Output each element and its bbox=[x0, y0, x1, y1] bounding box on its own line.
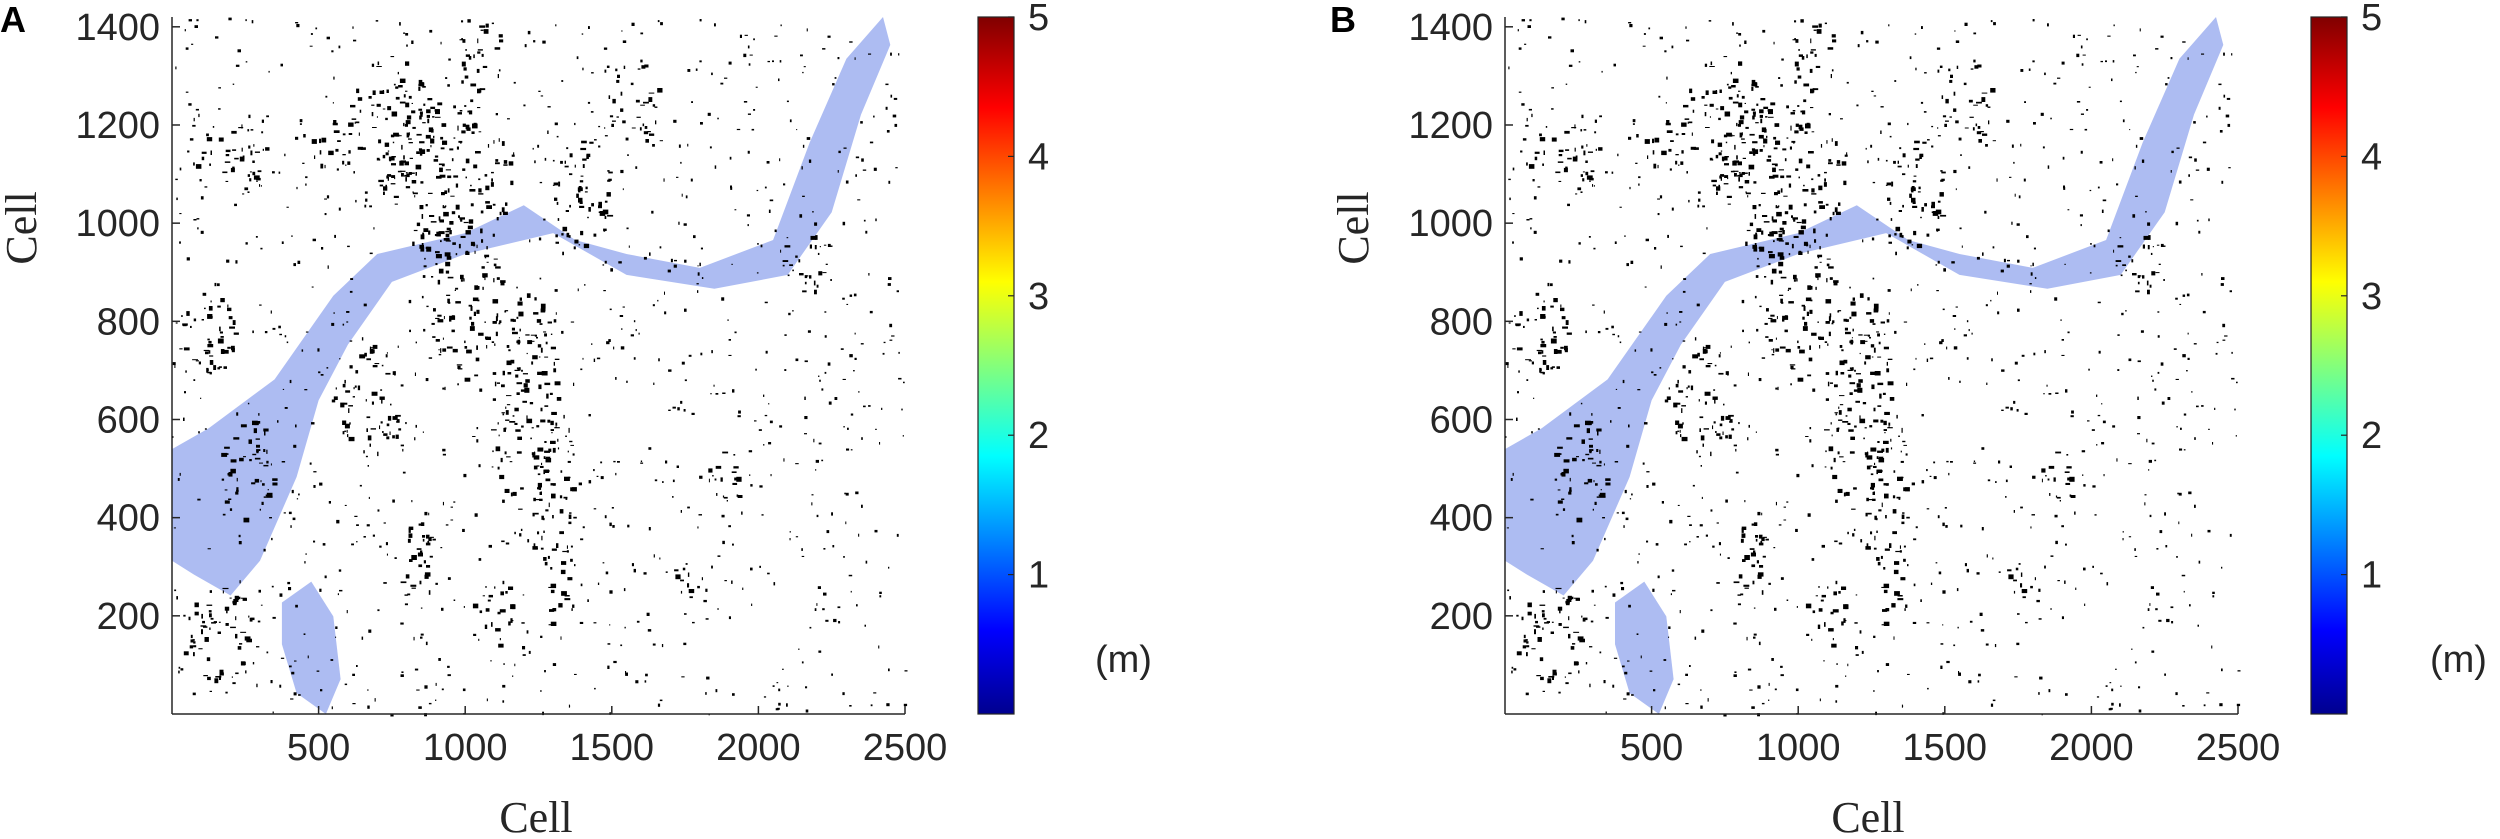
plot-area-b bbox=[1504, 17, 2241, 717]
x-tick-label: 1500 bbox=[570, 727, 655, 769]
y-tick-label: 800 bbox=[1430, 301, 1493, 343]
building-cells bbox=[172, 17, 908, 717]
panel-label-b: B bbox=[1330, 0, 1356, 40]
x-tick-label: 2500 bbox=[863, 727, 948, 769]
colorbar-tick-label: 2 bbox=[1028, 415, 1049, 457]
colorbar-tick-label: 3 bbox=[1028, 276, 1049, 318]
colorbar-tick-label: 4 bbox=[2361, 136, 2382, 178]
x-tick-label: 500 bbox=[287, 727, 350, 769]
y-ticks-b: 200 400 600 800 1000 1200 1400 bbox=[1408, 7, 1513, 638]
colorbar-tick-label: 5 bbox=[2361, 0, 2382, 39]
flood-extent-0 bbox=[172, 17, 891, 596]
colorbar-tick-label: 1 bbox=[2361, 555, 2382, 597]
colorbar-unit-b: (m) bbox=[2430, 639, 2487, 681]
flood-extent-0 bbox=[1505, 17, 2224, 596]
panel-a: A 500 1000 1500 2000 2500 200400600800100012… bbox=[0, 0, 1152, 839]
x-axis-label-a: Cell bbox=[499, 793, 572, 839]
x-tick-label: 500 bbox=[1620, 727, 1683, 769]
y-axis-label-a: Cell bbox=[0, 191, 46, 264]
plot-background bbox=[1505, 17, 2238, 714]
y-axis-label-b: Cell bbox=[1329, 191, 1378, 264]
y-tick-label: 1400 bbox=[75, 7, 160, 49]
x-tick-label: 2500 bbox=[2196, 727, 2281, 769]
building-cells bbox=[1505, 17, 2241, 717]
y-tick-label: 600 bbox=[97, 399, 160, 441]
x-ticks-a: 500 1000 1500 2000 2500 bbox=[287, 706, 947, 769]
colorbar-tick-label: 1 bbox=[1028, 555, 1049, 597]
y-tick-label: 200 bbox=[97, 596, 160, 638]
y-tick-label: 800 bbox=[97, 301, 160, 343]
x-tick-label: 1000 bbox=[423, 727, 508, 769]
colorbar-b: 1 2 3 4 5 bbox=[2310, 0, 2382, 715]
y-tick-label: 400 bbox=[97, 498, 160, 540]
colorbar-gradient bbox=[2310, 16, 2348, 715]
x-ticks-b: 500 1000 1500 2000 2500 bbox=[1620, 706, 2280, 769]
y-tick-label: 1400 bbox=[1408, 7, 1493, 49]
x-tick-label: 1500 bbox=[1903, 727, 1988, 769]
panel-label-a: A bbox=[0, 0, 26, 40]
flood-extent-1 bbox=[281, 581, 341, 714]
flood-extent-1 bbox=[1615, 581, 1674, 714]
x-tick-label: 1000 bbox=[1756, 727, 1841, 769]
x-axis-label-b: Cell bbox=[1831, 793, 1904, 839]
plot-area-a bbox=[171, 17, 908, 717]
y-tick-label: 200 bbox=[1430, 596, 1493, 638]
colorbar-tick-label: 4 bbox=[1028, 136, 1049, 178]
y-ticks-a: 200 400 600 800 1000 1200 1400 bbox=[75, 7, 180, 638]
y-tick-label: 400 bbox=[1430, 498, 1493, 540]
x-tick-label: 2000 bbox=[2049, 727, 2134, 769]
y-tick-label: 1200 bbox=[75, 105, 160, 147]
colorbar-tick-label: 3 bbox=[2361, 276, 2382, 318]
y-tick-label: 1000 bbox=[75, 203, 160, 245]
colorbar-tick-label: 5 bbox=[1028, 0, 1049, 39]
y-tick-label: 1200 bbox=[1408, 105, 1493, 147]
x-tick-label: 2000 bbox=[716, 727, 801, 769]
y-tick-label: 1000 bbox=[1408, 203, 1493, 245]
colorbar-tick-label: 2 bbox=[2361, 415, 2382, 457]
colorbar-gradient bbox=[977, 16, 1015, 715]
panel-b: B 500 1000 1500 2000 2500 200400600800100012… bbox=[1329, 0, 2487, 839]
y-tick-label: 600 bbox=[1430, 399, 1493, 441]
colorbar-unit-a: (m) bbox=[1095, 639, 1152, 681]
colorbar-a: 1 2 3 4 5 bbox=[977, 0, 1049, 715]
